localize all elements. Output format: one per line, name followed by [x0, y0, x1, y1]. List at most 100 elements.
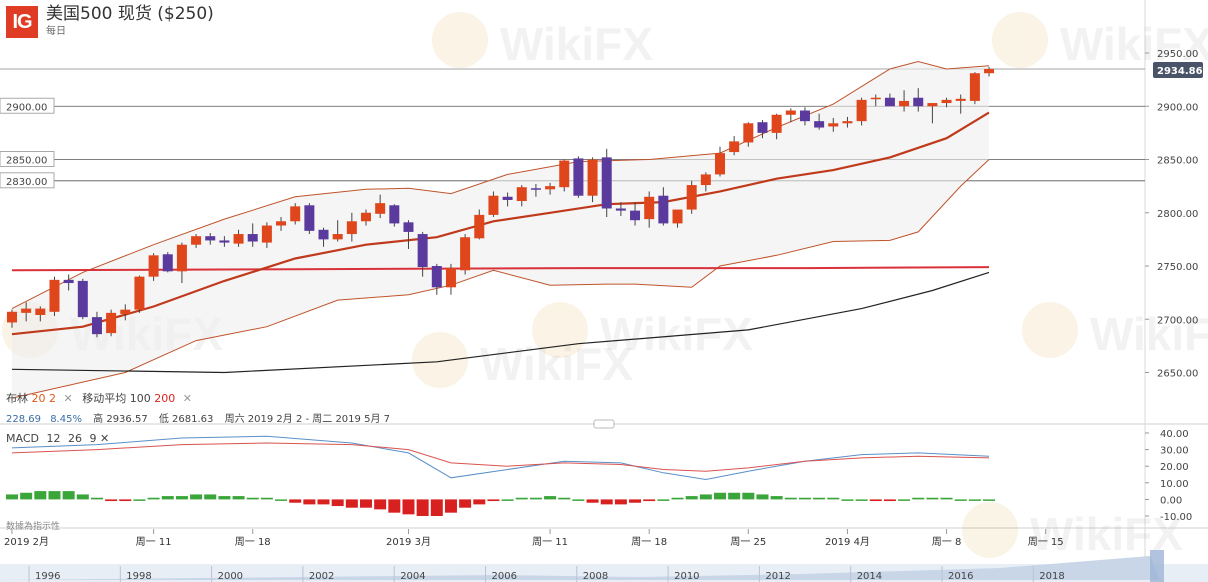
instrument-title[interactable]: 美国500 现货 ($250): [46, 4, 214, 24]
svg-text:WikiFX: WikiFX: [1060, 18, 1208, 70]
candle-body: [870, 97, 881, 100]
macd-histogram-bar: [62, 491, 75, 500]
overview-year-label: 2014: [857, 571, 882, 582]
macd-histogram-bar: [190, 494, 203, 500]
macd-histogram-bar: [402, 499, 415, 515]
level-label: 2850.00: [6, 156, 47, 167]
macd-slow: 26: [67, 432, 82, 445]
macd-tick-label: 0.00: [1160, 495, 1182, 506]
macd-histogram-bar: [742, 492, 755, 500]
macd-histogram-bar: [544, 496, 557, 500]
macd-legend: MACD 12 26 9 ✕: [6, 432, 109, 445]
macd-histogram-bar: [558, 497, 571, 500]
last-price-label: 2934.86: [1157, 66, 1203, 77]
time-tick-label: 2019 3月: [386, 536, 431, 548]
overview-area: [0, 556, 1160, 580]
macd-histogram-bar: [841, 499, 854, 501]
remove-bollinger-icon[interactable]: ✕: [63, 392, 73, 405]
bollinger-label[interactable]: 布林: [6, 392, 28, 405]
candle-body: [219, 240, 230, 243]
time-tick-label: 周一 18: [235, 536, 271, 548]
remove-macd-icon[interactable]: ✕: [99, 432, 110, 445]
candle-body: [35, 308, 46, 315]
candle-body: [290, 206, 301, 222]
overview-window[interactable]: [1150, 550, 1164, 582]
range-points: 228.69: [6, 414, 41, 425]
macd-label[interactable]: MACD: [6, 432, 39, 445]
macd-histogram-bar: [515, 497, 528, 500]
candle-body: [856, 99, 867, 122]
candle-body: [431, 266, 442, 288]
bollinger-band-fill: [12, 61, 989, 399]
macd-histogram-bar: [260, 497, 273, 500]
candle-body: [899, 100, 910, 107]
ma-label[interactable]: 移动平均: [82, 392, 127, 405]
time-tick-label: 周一 11: [136, 536, 172, 548]
candle-body: [828, 123, 839, 127]
candle-body: [545, 186, 556, 190]
macd-histogram-bar: [813, 497, 826, 500]
candle-body: [615, 208, 626, 211]
macd-histogram-bar: [600, 499, 613, 505]
candle-body: [644, 196, 655, 220]
candle-body: [573, 158, 584, 196]
candle-body: [927, 103, 938, 107]
candle-body: [134, 276, 145, 310]
candle-body: [332, 234, 343, 240]
price-tick-label: 2900.00: [1157, 102, 1198, 113]
candle-body: [601, 157, 612, 209]
panel-resize-handle[interactable]: [593, 419, 615, 429]
macd-histogram-bar: [940, 497, 953, 500]
level-label-box: [0, 97, 55, 114]
macd-histogram-bar: [204, 494, 217, 500]
candle-body: [77, 280, 88, 318]
level-label-box: [0, 151, 55, 167]
overview-year-label: 2002: [309, 571, 334, 582]
candle-body: [191, 236, 202, 245]
wikifx-watermark: WikiFX: [992, 12, 1208, 70]
price-tick-label: 2750.00: [1157, 262, 1198, 273]
candle-body: [587, 159, 598, 196]
macd-histogram-bar: [926, 497, 939, 500]
macd-histogram-bar: [161, 496, 174, 500]
period-label[interactable]: 每日: [46, 26, 66, 37]
macd-histogram-bar: [685, 496, 698, 500]
candle-body: [361, 212, 371, 222]
candle-body: [21, 308, 32, 313]
candle-body: [205, 236, 216, 241]
ma100-period: 100: [129, 392, 151, 405]
level-label: 2900.00: [6, 102, 47, 113]
macd-histogram-bar: [374, 499, 387, 510]
macd-fast: 12: [46, 432, 61, 445]
macd-tick-label: 30.00: [1160, 446, 1189, 457]
time-tick-label: 2019 2月: [4, 536, 49, 548]
macd-histogram-bar: [147, 497, 160, 500]
macd-histogram-bar: [954, 499, 967, 501]
macd-histogram-bar: [643, 499, 656, 502]
macd-histogram-bar: [529, 497, 542, 500]
macd-histogram-bar: [798, 497, 811, 500]
svg-text:WikiFX: WikiFX: [1090, 308, 1208, 360]
overview-year-label: 1998: [126, 571, 151, 582]
last-price-badge: [1153, 62, 1203, 78]
candle-body: [63, 279, 74, 284]
candle-body: [474, 214, 485, 239]
candle-body: [686, 185, 697, 210]
candle-body: [530, 188, 541, 190]
remove-ma-icon[interactable]: ✕: [182, 392, 192, 405]
macd-histogram-bar: [770, 496, 783, 500]
candle-body: [814, 121, 825, 128]
candle-body: [785, 110, 796, 115]
candle-body: [417, 234, 428, 268]
macd-histogram-bar: [968, 499, 981, 501]
indicative-data-note: 数據為指示性: [6, 522, 61, 532]
macd-histogram-bar: [275, 499, 288, 501]
candle-body: [757, 122, 768, 133]
candle-body: [162, 254, 173, 272]
macd-histogram-bar: [331, 499, 344, 507]
overview-year-label: 2010: [674, 571, 699, 582]
candle-body: [715, 153, 725, 175]
overview-year-label: 2018: [1039, 571, 1064, 582]
bollinger-mid-line: [11, 111, 990, 336]
